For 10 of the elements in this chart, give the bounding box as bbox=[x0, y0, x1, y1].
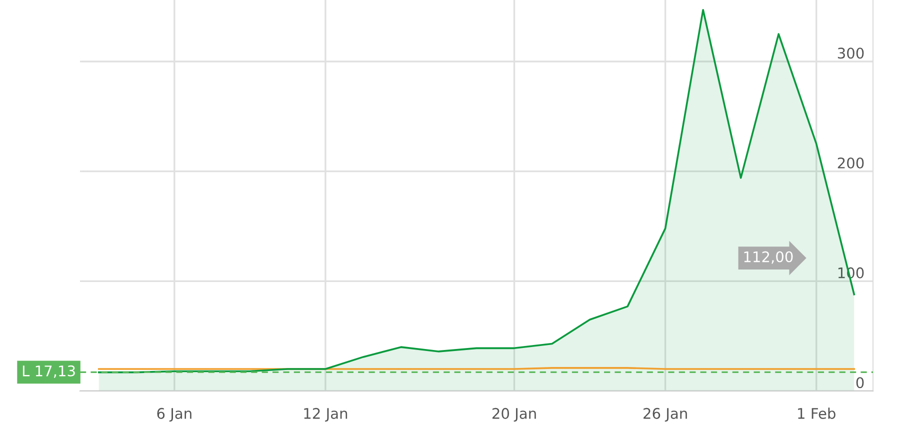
ref-line-label: L 17,13 bbox=[22, 365, 75, 378]
x-tick-label: 1 Feb bbox=[798, 408, 836, 419]
y-tick-label: 200 bbox=[838, 157, 864, 169]
y-tick-label: 0 bbox=[856, 377, 864, 388]
x-tick-label: 26 Jan bbox=[644, 408, 687, 422]
x-tick-label: 6 Jan bbox=[157, 408, 192, 422]
x-tick-label: 12 Jan bbox=[304, 408, 348, 422]
y-tick-label: 300 bbox=[838, 48, 864, 59]
annotation: 112,00 bbox=[744, 251, 793, 264]
x-tick-label: 20 Jan bbox=[492, 408, 536, 422]
